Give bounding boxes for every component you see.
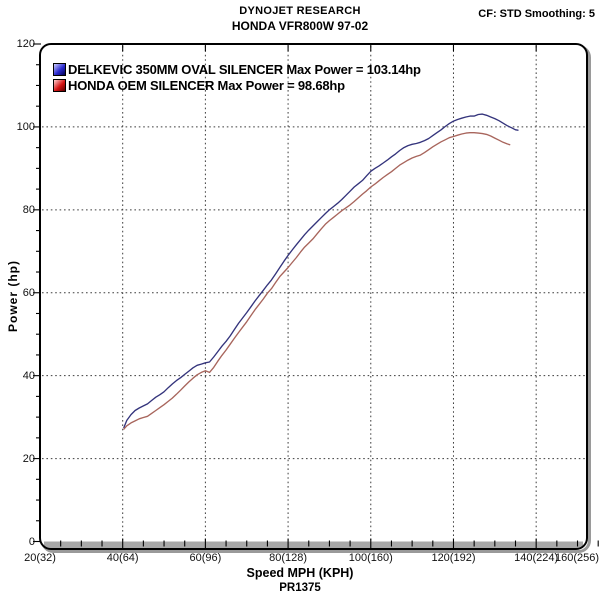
- page-title: DYNOJET RESEARCH: [239, 5, 361, 17]
- run-number-label: PR1375: [279, 582, 321, 594]
- x-axis-title: Speed MPH (KPH): [246, 566, 354, 580]
- x-tick-label: 60(96): [189, 552, 222, 564]
- y-tick-label: 120: [16, 38, 35, 50]
- red-series-swatch-icon: [53, 79, 66, 92]
- vehicle-subtitle: HONDA VFR800W 97-02: [231, 19, 369, 33]
- y-axis-title: Power (hp): [6, 260, 20, 332]
- power-curve-honda-oem: [123, 132, 511, 430]
- x-tick-label: 100(160): [348, 552, 393, 564]
- y-tick-label: 100: [16, 120, 35, 133]
- blue-series-swatch-icon: [53, 63, 66, 76]
- y-tick-label: 0: [28, 535, 35, 548]
- legend-item-honda-oem: HONDA OEM SILENCER Max Power = 98.68hp: [53, 78, 421, 93]
- legend: DELKEVIC 350MM OVAL SILENCER Max Power =…: [53, 62, 421, 94]
- x-tick-label: 120(192): [431, 552, 476, 564]
- correction-smoothing-label: CF: STD Smoothing: 5: [478, 8, 595, 20]
- legend-label-honda-oem: HONDA OEM SILENCER Max Power = 98.68hp: [68, 78, 345, 93]
- y-tick-label: 40: [22, 369, 35, 382]
- y-tick-label: 20: [22, 452, 35, 465]
- x-tick-label: 20(32): [24, 552, 56, 564]
- plot-frame: [39, 43, 588, 550]
- y-tick-label: 60: [22, 286, 35, 299]
- x-tick-label: 160(256): [554, 552, 600, 564]
- x-tick-label: 80(128): [269, 552, 308, 564]
- plot-background: [40, 44, 587, 549]
- y-tick-label: 80: [22, 203, 35, 216]
- power-curve-delkevic: [123, 113, 519, 429]
- legend-item-delkevic: DELKEVIC 350MM OVAL SILENCER Max Power =…: [53, 62, 421, 77]
- x-tick-label: 40(64): [106, 552, 139, 564]
- legend-label-delkevic: DELKEVIC 350MM OVAL SILENCER Max Power =…: [68, 62, 421, 77]
- x-axis-band: [44, 541, 583, 548]
- x-tick-label: 140(224): [514, 552, 559, 564]
